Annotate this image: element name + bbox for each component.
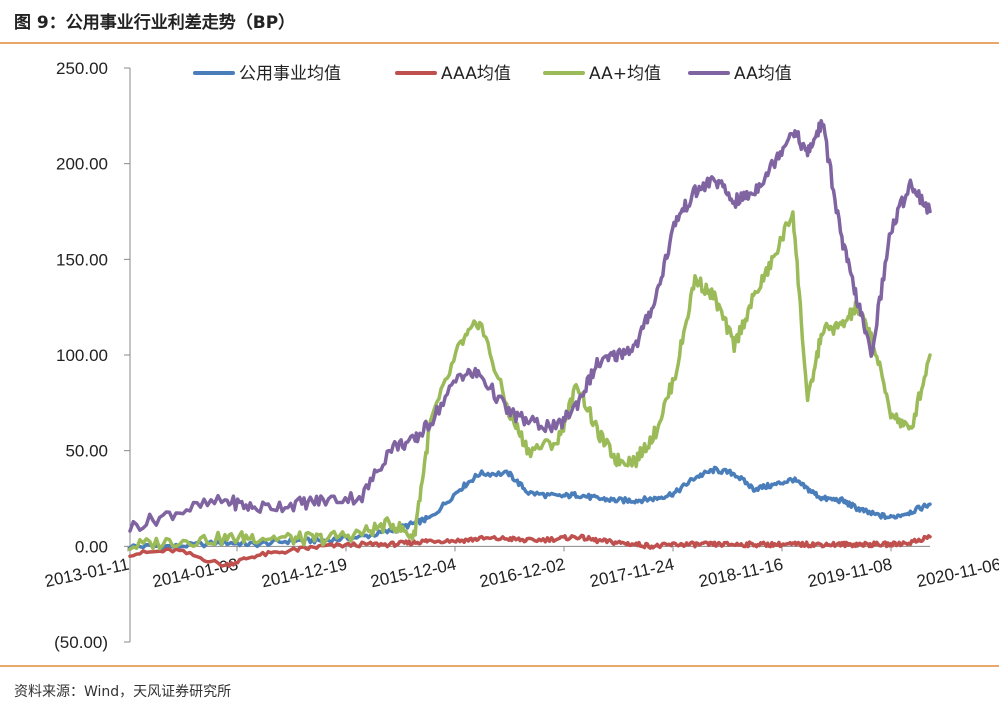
series-line [128, 533, 932, 569]
y-tick-label: 150.00 [56, 250, 108, 269]
series-line [128, 210, 932, 552]
x-tick-label: 2013-01-11 [43, 555, 131, 591]
x-tick-label: 2014-12-19 [260, 555, 349, 592]
y-tick-label: 250.00 [56, 59, 108, 78]
y-tick-label: 0.00 [75, 537, 108, 556]
x-tick-label: 2019-11-08 [806, 555, 894, 591]
x-tick-label: 2014-01-03 [151, 555, 240, 592]
chart-legend: 公用事业均值 AAA均值 AA+均值 AA均值 [193, 64, 792, 84]
x-tick-label: 2015-12-04 [369, 555, 458, 592]
x-tick-label: 2018-11-16 [697, 555, 785, 591]
y-tick-label: 200.00 [56, 155, 108, 174]
series-line [128, 118, 932, 533]
chart-lines [128, 118, 932, 569]
title-divider [0, 42, 999, 44]
y-tick-label: (50.00) [54, 633, 108, 652]
y-tick-label: 50.00 [65, 442, 108, 461]
x-tick-label: 2016-12-02 [478, 555, 567, 592]
y-tick-label: 100.00 [56, 346, 108, 365]
legend-label: AA均值 [734, 64, 792, 84]
x-tick-label: 2017-11-24 [588, 555, 676, 591]
source-note: 资料来源：Wind，天风证券研究所 [14, 684, 232, 700]
legend-label: 公用事业均值 [239, 64, 341, 84]
chart-axes: 250.00 200.00 150.00 100.00 50.00 0.00 (50.00)… [43, 59, 999, 652]
x-tick-label: 2020-11-06 [915, 555, 999, 591]
chart-title: 图 9：公用事业行业利差走势（BP） [14, 13, 296, 33]
legend-label: AAA均值 [441, 64, 511, 84]
legend-label: AA+均值 [589, 64, 661, 84]
source-divider [0, 665, 999, 667]
